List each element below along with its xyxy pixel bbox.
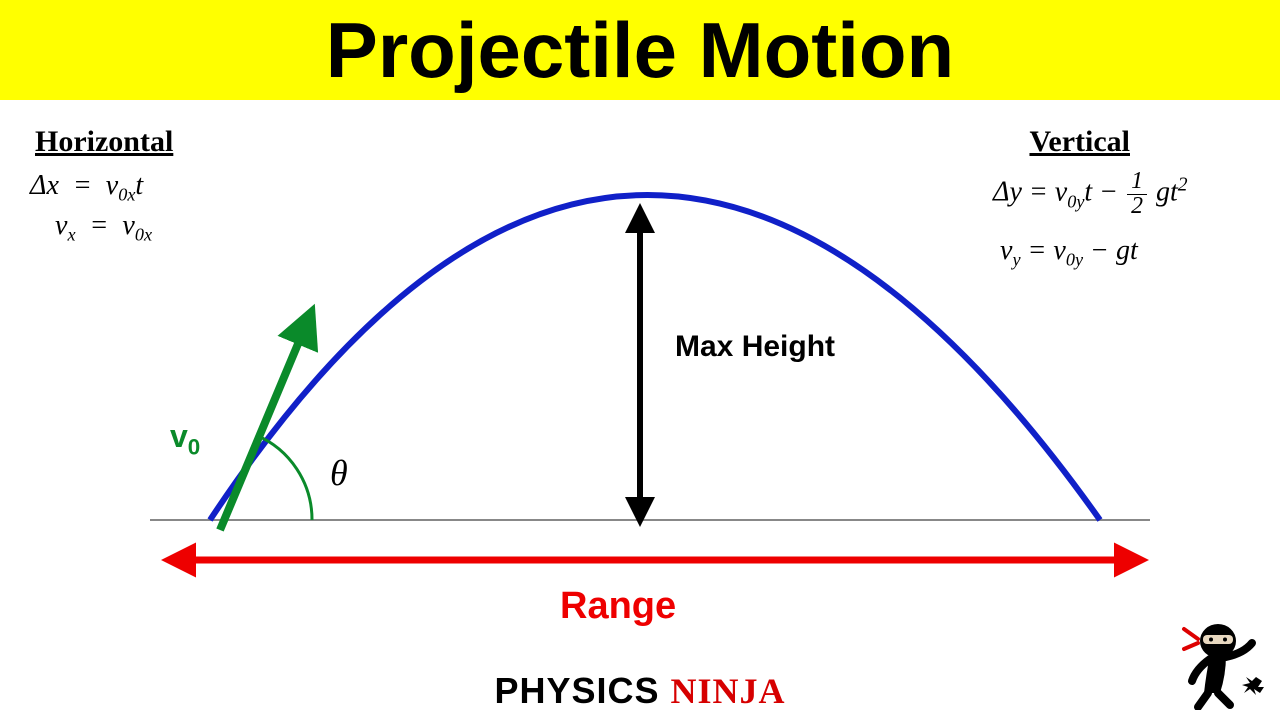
v0-label: v0 — [170, 418, 200, 460]
logo-part2: NINJA — [671, 671, 786, 711]
max-height-label: Max Height — [675, 330, 835, 364]
velocity-vector — [220, 320, 308, 530]
frac-num: 1 — [1127, 170, 1147, 195]
horizontal-heading: Horizontal — [35, 125, 173, 159]
equation-dy: Δy = v0yt − 12 gt2 — [993, 170, 1188, 219]
range-label: Range — [560, 585, 676, 628]
logo-part1: PHYSICS — [494, 670, 670, 711]
theta-label: θ — [330, 452, 348, 494]
equation-vx: vx = v0x — [55, 210, 152, 246]
equation-vy: vy = v0y − gt — [1000, 235, 1138, 271]
vertical-heading: Vertical — [1029, 125, 1130, 159]
physics-ninja-logo: PHYSICS NINJA — [494, 670, 785, 712]
angle-arc — [256, 435, 312, 520]
ninja-icon — [1178, 615, 1268, 710]
page-title: Projectile Motion — [326, 5, 954, 96]
title-banner: Projectile Motion — [0, 0, 1280, 100]
equation-dx: Δx = v0xt — [30, 170, 143, 206]
frac-den: 2 — [1127, 195, 1147, 219]
exp-2: 2 — [1178, 174, 1188, 195]
